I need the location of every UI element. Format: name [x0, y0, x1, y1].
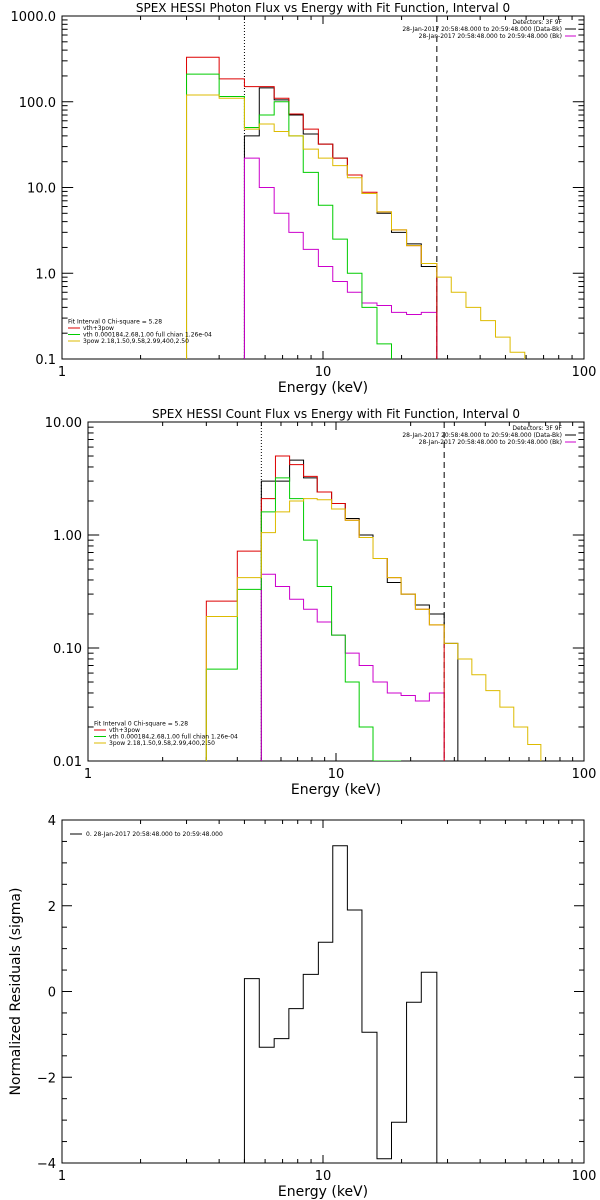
y-tick-label: −2	[37, 1071, 56, 1086]
x-tick-label: 100	[572, 365, 597, 380]
y-tick-label: −4	[37, 1157, 56, 1172]
series-line-4	[205, 498, 542, 761]
legend-entry: vth 0.000184,2.68,1.00 full chian 1.26e-…	[83, 332, 212, 339]
legend-entry: vth 0.000184,2.68,1.00 full chian 1.26e-…	[109, 734, 238, 741]
y-tick-label: 1000.0	[11, 10, 57, 25]
series-line-3	[205, 477, 402, 761]
plot-area	[186, 16, 526, 359]
legend-entry: 28-Jan-2017 20:58:48.000 to 20:59:48.000…	[402, 432, 562, 439]
legend-entry: 0. 28-Jan-2017 20:58:48.000 to 20:59:48.…	[86, 831, 223, 838]
y-tick-label: 100.0	[19, 96, 56, 111]
plot-frame	[61, 819, 585, 1164]
x-tick-label: 100	[572, 1169, 597, 1184]
photon-flux-panel: SPEX HESSI Photon Flux vs Energy with Fi…	[11, 1, 597, 396]
x-tick-label: 10	[315, 1169, 332, 1184]
legend-entry: 28-Jan-2017 20:58:48.000 to 20:59:48.000…	[419, 33, 562, 40]
legend-entry: vth+3pow	[83, 325, 114, 332]
x-tick-label: 10	[328, 767, 345, 782]
y-tick-label: 2	[48, 900, 56, 915]
plot-frame	[61, 15, 585, 360]
x-tick-label: 1	[84, 767, 92, 782]
series-line-4	[186, 94, 526, 359]
y-tick-label: 1.00	[53, 529, 82, 544]
x-axis-label: Energy (keV)	[291, 782, 381, 798]
series-line-0	[243, 87, 438, 359]
legend-entry: Fit Interval 0 Chi-square = 5.28	[68, 319, 162, 326]
legend-entry: vth+3pow	[109, 727, 140, 734]
series-line-2	[205, 455, 445, 761]
legend-entry: Detectors: 3F 9F	[512, 425, 562, 432]
y-tick-label: 0.1	[35, 353, 56, 368]
series-line-1	[260, 573, 445, 761]
count-flux-panel: SPEX HESSI Count Flux vs Energy with Fit…	[45, 407, 597, 798]
legend-entry: 3pow 2.18,1.50,9.58,2.99,400,2.50	[83, 338, 189, 345]
y-tick-label: 0	[48, 986, 56, 1001]
x-tick-label: 10	[315, 365, 332, 380]
legend-entry: 3pow 2.18,1.50,9.58,2.99,400,2.50	[109, 740, 215, 747]
chart-title: SPEX HESSI Photon Flux vs Energy with Fi…	[136, 1, 510, 15]
y-tick-label: 4	[48, 814, 56, 829]
plot-frame	[87, 421, 585, 762]
x-axis-label: Energy (keV)	[278, 380, 368, 396]
x-tick-label: 1	[58, 1169, 66, 1184]
x-axis-label: Energy (keV)	[278, 1184, 368, 1200]
legend-entry: 28-Jan-2017 20:58:48.000 to 20:59:48.000…	[419, 439, 562, 446]
x-tick-label: 100	[572, 767, 597, 782]
x-tick-label: 1	[58, 365, 66, 380]
residuals-panel: 1 10 100 −4 −2 0 2 4 Energy (keV) Normalized Resi…	[8, 814, 596, 1200]
legend-entry: 28-Jan-2017 20:58:48.000 to 20:59:48.000…	[402, 26, 562, 33]
y-tick-label: 0.10	[53, 642, 82, 657]
legend-entry: Fit Interval 0 Chi-square = 5.28	[94, 721, 188, 728]
plot-area	[243, 845, 438, 1163]
chart-title: SPEX HESSI Count Flux vs Energy with Fit…	[152, 407, 520, 421]
series-line-2	[186, 56, 438, 359]
legend-entry: Detectors: 3F 9F	[512, 19, 562, 26]
plot-area	[205, 422, 542, 761]
y-axis-label: Normalized Residuals (sigma)	[8, 888, 24, 1096]
y-tick-label: 10.00	[45, 416, 82, 431]
y-tick-label: 0.01	[53, 755, 82, 770]
series-line-0	[243, 845, 438, 1163]
series-line-1	[243, 157, 438, 359]
y-tick-label: 1.0	[35, 267, 56, 282]
y-tick-label: 10.0	[27, 182, 56, 197]
